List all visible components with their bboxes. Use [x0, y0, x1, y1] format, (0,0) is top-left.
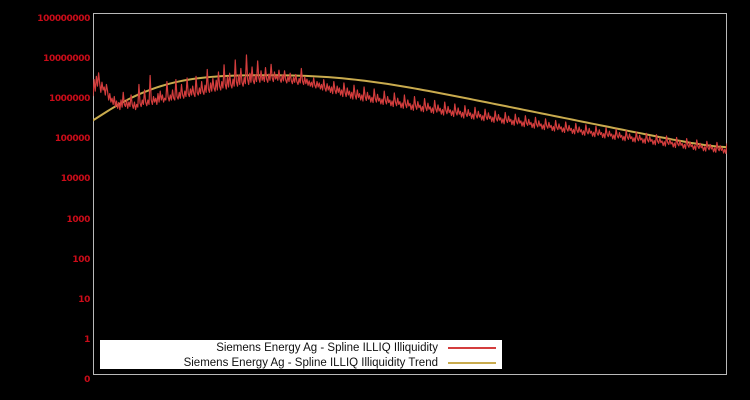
y-axis-tick-100: 100: [72, 254, 90, 265]
plot-frame: [93, 13, 727, 375]
legend-label-illiquidity: Siemens Energy Ag - Spline ILLIQ Illiqui…: [216, 342, 438, 354]
legend-swatch-illiquidity: [448, 347, 496, 349]
legend-entry-trend: Siemens Energy Ag - Spline ILLIQ Illiqui…: [100, 356, 502, 370]
y-axis-tick-1: 1: [84, 334, 90, 345]
y-axis-tick-0: 0: [84, 374, 90, 385]
plot-area: [93, 13, 727, 375]
y-axis-tick-labels: 100000000 10000000 1000000 100000 10000 1000 1…: [0, 0, 90, 400]
y-axis-tick-100000: 100000: [54, 134, 91, 145]
legend-swatch-trend: [448, 362, 496, 364]
legend-entry-illiquidity: Siemens Energy Ag - Spline ILLIQ Illiqui…: [100, 341, 502, 355]
y-axis-tick-10000000: 10000000: [43, 54, 90, 65]
y-axis-tick-10000: 10000: [60, 174, 91, 185]
legend-label-trend: Siemens Energy Ag - Spline ILLIQ Illiqui…: [183, 357, 438, 369]
series-line-illiquidity: [93, 54, 727, 155]
y-axis-tick-1000: 1000: [66, 214, 91, 225]
series-canvas: [93, 54, 727, 155]
chart-legend[interactable]: Siemens Energy Ag - Spline ILLIQ Illiqui…: [99, 339, 503, 370]
series-line-trend: [93, 74, 727, 149]
y-axis-tick-10: 10: [78, 294, 90, 305]
y-axis-tick-100000000: 100000000: [37, 14, 90, 24]
y-axis-tick-1000000: 1000000: [48, 94, 90, 105]
